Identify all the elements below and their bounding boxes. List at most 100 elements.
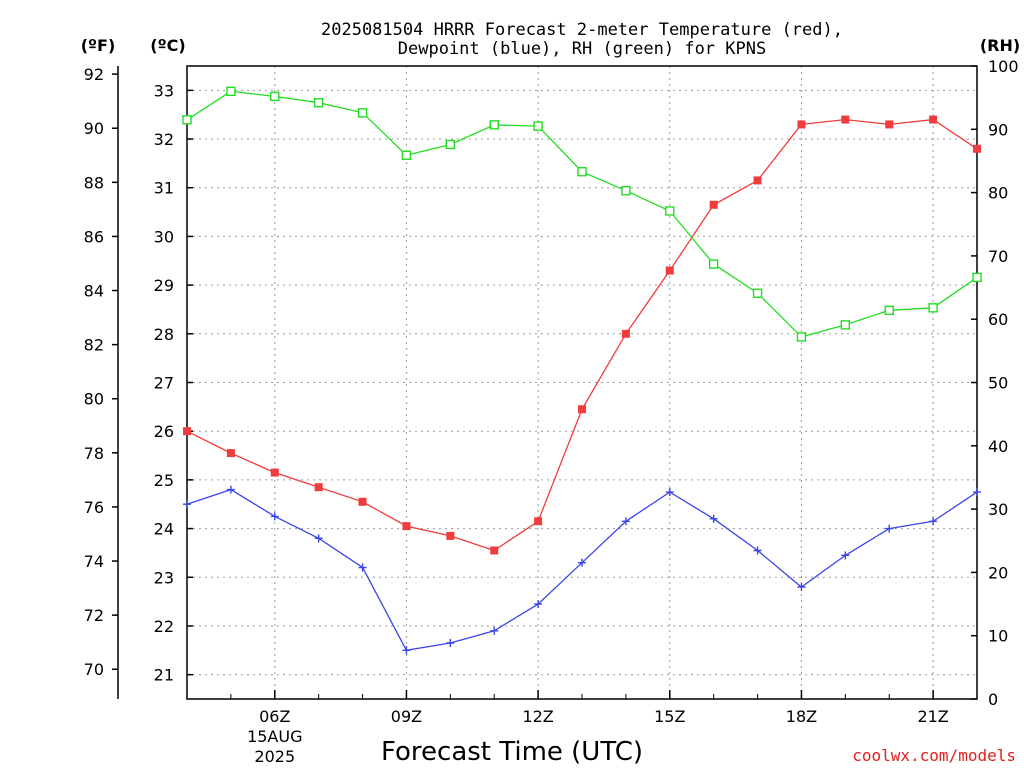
rh-unit-label: (RH): [980, 36, 1020, 55]
data-point-temperature: [402, 522, 411, 531]
credit-text: coolwx.com/models: [852, 746, 1016, 765]
series-temperature: [183, 115, 981, 555]
data-point-rh: [182, 115, 192, 125]
data-point-dewpoint: [402, 646, 411, 655]
data-point-rh: [313, 98, 324, 108]
data-point-rh: [708, 259, 719, 269]
rh-tick-label: 0: [988, 690, 998, 709]
celsius-tick-label: 26: [154, 422, 174, 441]
data-point-dewpoint: [226, 485, 235, 494]
data-point-temperature: [665, 266, 674, 275]
data-point-temperature: [490, 546, 499, 555]
chart-title-line1: 2025081504 HRRR Forecast 2-meter Tempera…: [321, 20, 843, 40]
data-point-rh: [752, 288, 763, 298]
fahrenheit-tick-label: 70: [84, 660, 104, 679]
x-tick-label: 21Z: [917, 707, 948, 726]
data-point-dewpoint: [885, 524, 894, 533]
data-point-rh: [270, 91, 280, 102]
x-tick-label: 06Z: [259, 707, 290, 726]
data-point-rh: [226, 86, 236, 97]
fahrenheit-tick-label: 84: [84, 282, 104, 301]
fahrenheit-tick-label: 74: [84, 552, 104, 571]
data-point-dewpoint: [797, 583, 806, 592]
chart-title-line2: Dewpoint (blue), RH (green) for KPNS: [398, 39, 766, 59]
data-point-dewpoint: [841, 551, 850, 560]
fahrenheit-tick-label: 80: [84, 390, 104, 409]
rh-tick-label: 60: [988, 310, 1008, 329]
x-axis-label: Forecast Time (UTC): [381, 737, 643, 767]
data-point-rh: [445, 139, 456, 150]
data-point-dewpoint: [578, 558, 586, 567]
data-point-dewpoint: [490, 626, 499, 635]
data-point-rh: [621, 186, 631, 196]
series-line-rh: [186, 90, 978, 338]
data-point-temperature: [183, 427, 191, 436]
x-tick-label: 09Z: [391, 707, 422, 726]
data-point-rh: [928, 303, 938, 313]
data-point-temperature: [929, 115, 938, 124]
data-point-rh: [840, 320, 851, 330]
plot-frame: [186, 65, 978, 700]
rh-axis: 0 10 20 30 40 50 60 70 80 90 100: [971, 57, 1019, 709]
data-point-temperature: [226, 449, 235, 458]
data-point-temperature: [885, 120, 894, 129]
data-point-dewpoint: [621, 517, 630, 526]
fahrenheit-tick-label: 78: [84, 444, 104, 463]
rh-tick-label: 50: [988, 374, 1008, 393]
grid-lines: [187, 66, 977, 699]
data-point-dewpoint: [314, 534, 323, 543]
data-point-rh: [796, 332, 807, 342]
data-point-dewpoint: [973, 488, 981, 497]
celsius-unit-label: (ºC): [150, 36, 185, 55]
data-point-dewpoint: [753, 546, 762, 555]
rh-tick-label: 80: [988, 184, 1008, 203]
series-line-dewpoint: [186, 488, 978, 652]
data-point-temperature: [621, 329, 630, 338]
celsius-tick-label: 22: [154, 617, 174, 636]
celsius-tick-label: 33: [154, 81, 174, 100]
data-point-temperature: [753, 176, 762, 185]
data-point-temperature: [578, 405, 586, 414]
fahrenheit-tick-label: 90: [84, 119, 104, 138]
data-point-rh: [884, 305, 894, 316]
celsius-tick-label: 29: [154, 276, 174, 295]
celsius-axis: 21 22 23 24 25 26 27 28 29 30 31 32 33: [154, 81, 193, 685]
data-point-temperature: [314, 483, 323, 492]
data-point-rh: [665, 206, 675, 216]
series-rh: [182, 86, 982, 342]
data-point-dewpoint: [358, 563, 367, 572]
celsius-tick-label: 24: [154, 520, 174, 539]
fahrenheit-tick-label: 88: [84, 173, 104, 192]
data-point-temperature: [534, 517, 543, 526]
data-point-temperature: [797, 120, 806, 129]
fahrenheit-tick-label: 72: [84, 606, 104, 625]
series-dewpoint: [183, 485, 981, 655]
x-tick-label: 18Z: [786, 707, 817, 726]
fahrenheit-unit-label: (ºF): [81, 36, 116, 55]
rh-tick-label: 90: [988, 120, 1008, 139]
data-point-temperature: [973, 144, 981, 153]
data-point-rh: [533, 121, 543, 131]
x-tick-label: 12Z: [522, 707, 553, 726]
data-point-temperature: [841, 115, 850, 124]
data-point-dewpoint: [270, 512, 279, 521]
celsius-tick-label: 21: [154, 666, 174, 685]
data-point-temperature: [446, 531, 455, 540]
fahrenheit-axis: 70 72 74 76 78 80 82 84 86 88 90 92: [84, 65, 118, 679]
x-date-label: 15AUG: [247, 727, 302, 746]
celsius-tick-label: 28: [154, 325, 174, 344]
x-tick-label: 15Z: [654, 707, 685, 726]
data-point-rh: [577, 167, 587, 177]
rh-tick-label: 30: [988, 500, 1008, 519]
celsius-tick-label: 23: [154, 568, 174, 587]
data-point-rh: [489, 120, 499, 130]
rh-tick-label: 20: [988, 563, 1008, 582]
data-point-dewpoint: [929, 517, 938, 526]
celsius-tick-label: 25: [154, 471, 174, 490]
data-point-temperature: [709, 200, 718, 209]
x-year-label: 2025: [254, 747, 295, 766]
fahrenheit-tick-label: 76: [84, 498, 104, 517]
fahrenheit-tick-label: 86: [84, 227, 104, 246]
